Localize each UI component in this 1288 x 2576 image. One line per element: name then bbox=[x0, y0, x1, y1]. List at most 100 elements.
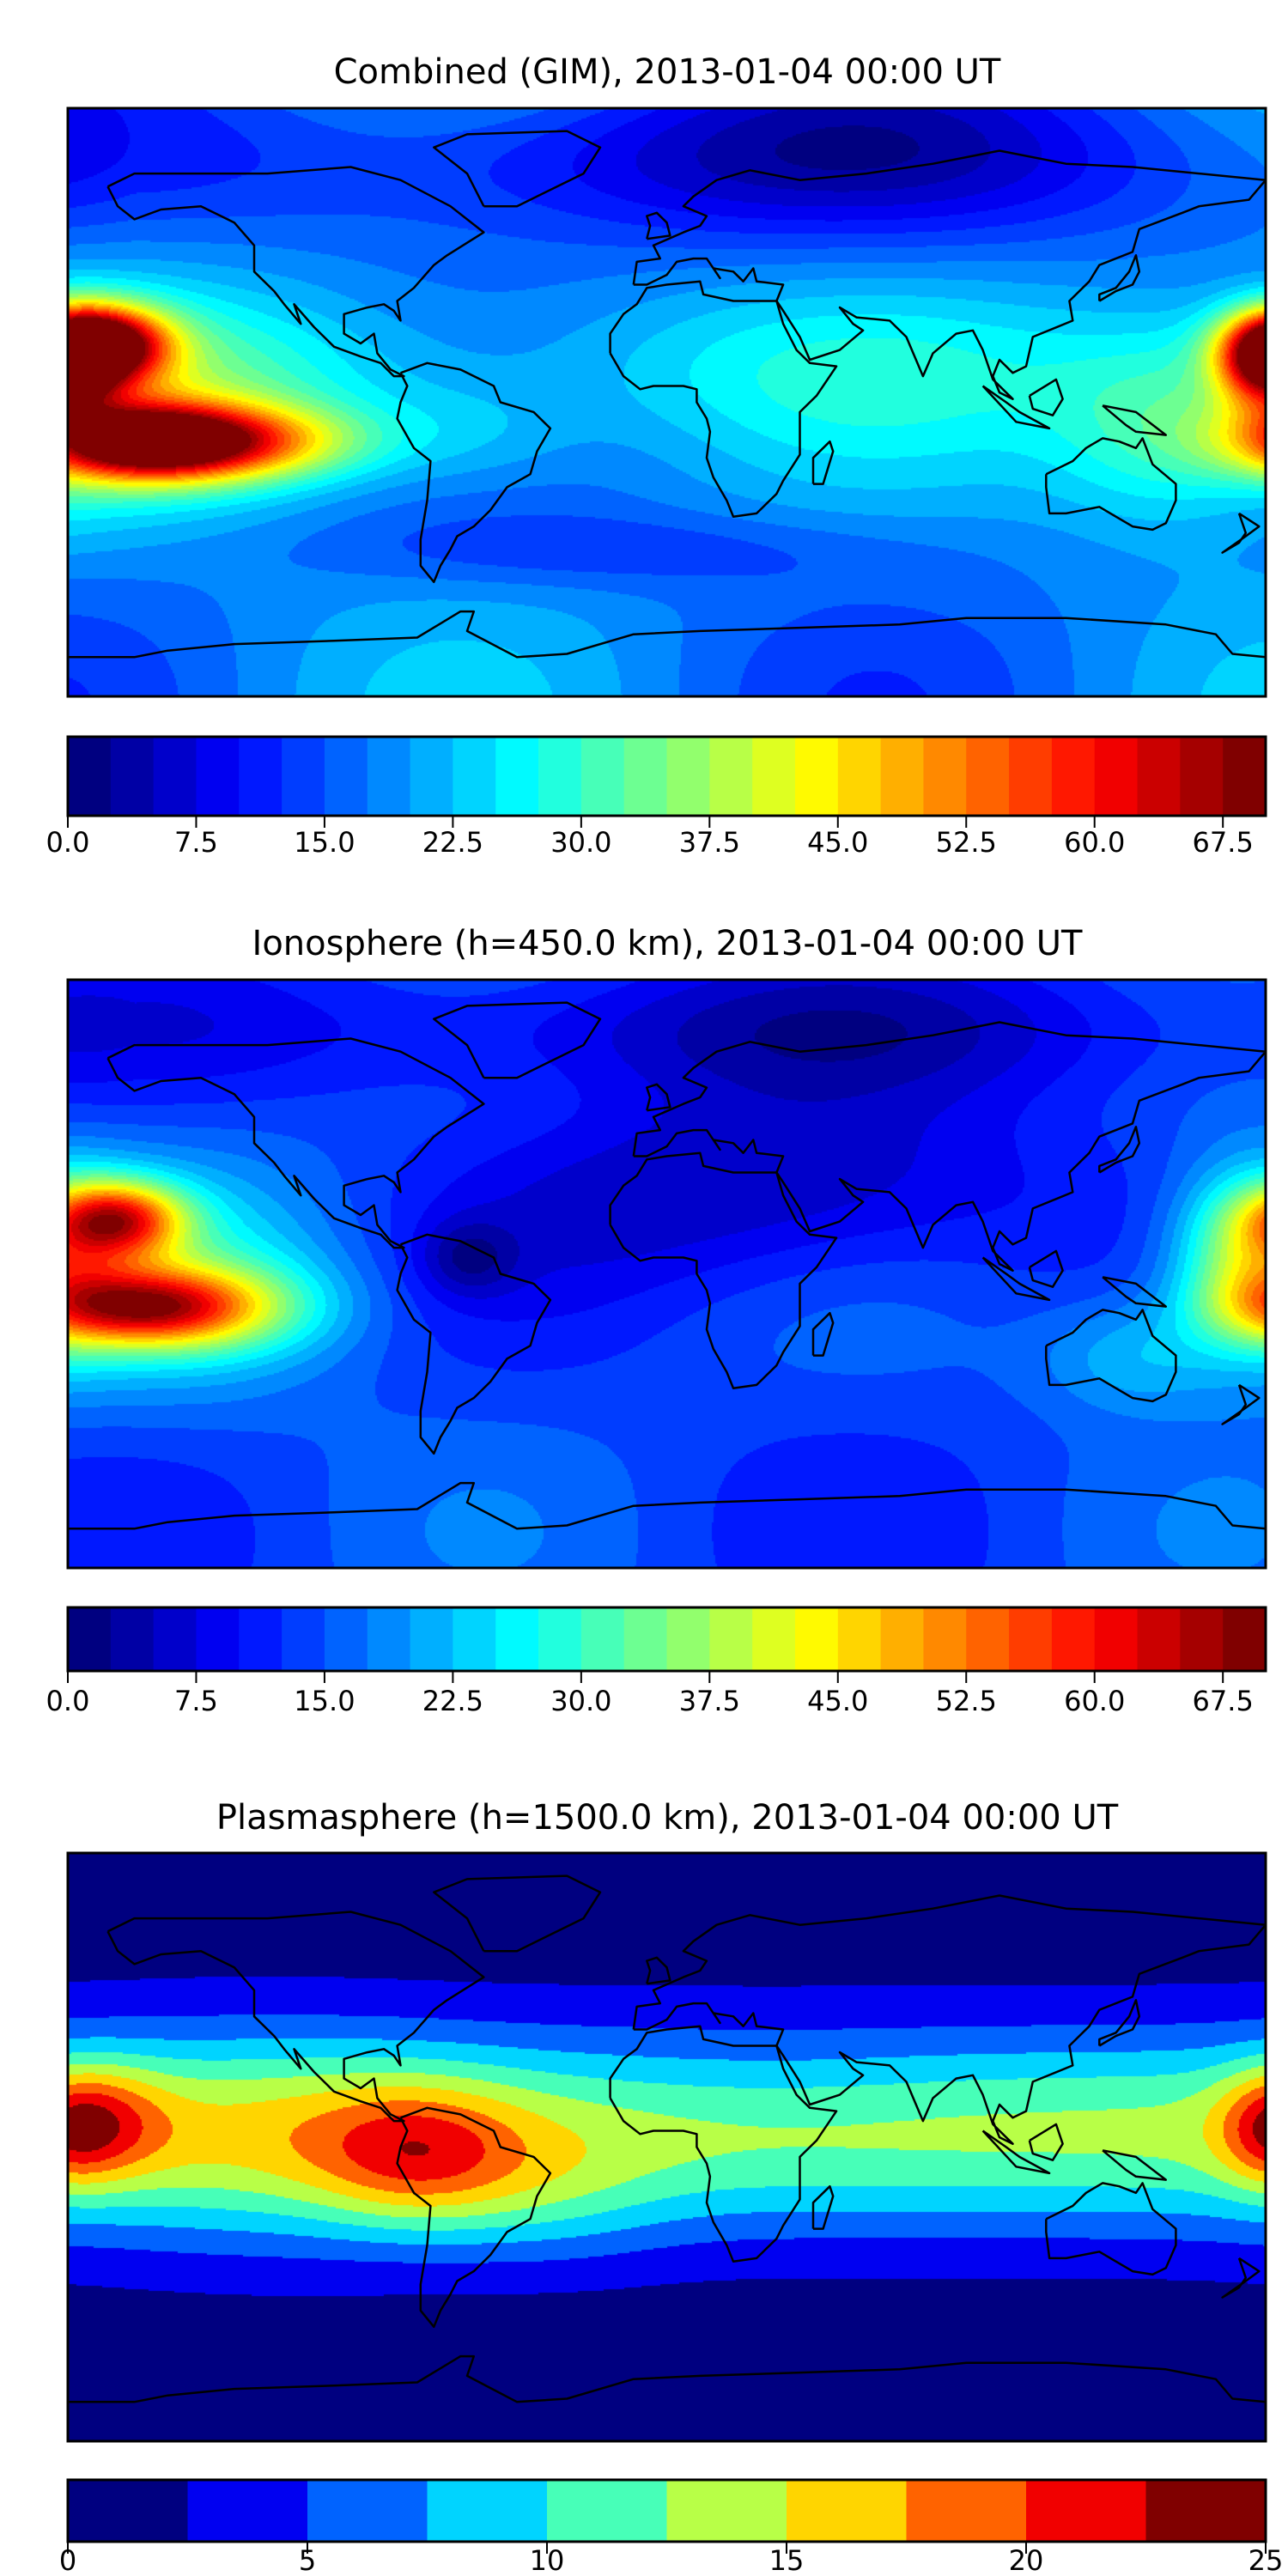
colorbar-level bbox=[324, 1607, 368, 1671]
coastline bbox=[981, 2129, 1051, 2175]
coastline bbox=[1028, 2123, 1064, 2161]
coastline bbox=[1028, 378, 1064, 416]
colorbar-level bbox=[880, 1607, 925, 1671]
coastline bbox=[981, 385, 1051, 430]
coastline bbox=[1102, 2149, 1168, 2181]
coastline bbox=[1045, 437, 1177, 532]
colorbar-level bbox=[453, 737, 496, 816]
colorbar-level bbox=[68, 2480, 189, 2542]
colorbar-level bbox=[495, 1607, 539, 1671]
colorbar-tick-label: 15.0 bbox=[294, 826, 355, 859]
coastline bbox=[632, 1021, 1267, 1272]
colorbar-level bbox=[794, 1607, 839, 1671]
coastline bbox=[811, 440, 835, 485]
panel-title-combined: Combined (GIM), 2013-01-04 00:00 UT bbox=[334, 52, 1001, 92]
colorbar-level bbox=[1009, 737, 1053, 816]
colorbar-level bbox=[837, 737, 882, 816]
coastline bbox=[68, 2354, 1267, 2403]
coastline bbox=[1221, 2257, 1261, 2299]
colorbar-frame bbox=[66, 1606, 1267, 1673]
colorbar-tick-label: 7.5 bbox=[174, 1685, 218, 1717]
colorbar-level bbox=[709, 1607, 753, 1671]
colorbar-tick-label: 0 bbox=[59, 2544, 76, 2576]
colorbar-tick-label: 45.0 bbox=[807, 1685, 868, 1717]
colorbar-tick-label: 20 bbox=[1009, 2544, 1044, 2576]
colorbar: 0.0 7.5 15.0 22.5 30.0 37.5 45.0 52.5 60.0 67.5 bbox=[46, 1606, 1267, 1717]
coastlines bbox=[68, 130, 1267, 659]
colorbar-level bbox=[239, 1607, 283, 1671]
colorbar: 0 5 10 15 20 25 bbox=[59, 2478, 1284, 2576]
coastline bbox=[1102, 1276, 1168, 1308]
colorbar-level bbox=[427, 2480, 548, 2542]
coastline bbox=[1221, 1383, 1261, 1425]
colorbar-level bbox=[666, 1607, 710, 1671]
colorbar-level bbox=[1094, 737, 1139, 816]
colorbar-level bbox=[282, 1607, 325, 1671]
coastline bbox=[811, 2184, 835, 2230]
colorbar-tick-label: 15 bbox=[769, 2544, 805, 2576]
colorbar-level bbox=[1137, 1607, 1181, 1671]
colorbar-level bbox=[1223, 1607, 1267, 1671]
colorbar-tick-label: 52.5 bbox=[936, 826, 997, 859]
coastline bbox=[646, 1083, 671, 1112]
panel-title-plasmasphere: Plasmasphere (h=1500.0 km), 2013-01-04 0… bbox=[216, 1798, 1119, 1838]
colorbar-tick-label: 30.0 bbox=[550, 1685, 611, 1717]
colorbar-level bbox=[367, 1607, 411, 1671]
colorbar-level bbox=[110, 1607, 155, 1671]
colorbar-level bbox=[1180, 737, 1224, 816]
coastline bbox=[396, 2106, 552, 2329]
coastline bbox=[106, 166, 485, 378]
colorbar-level bbox=[324, 737, 368, 816]
colorbar-tick-label: 0.0 bbox=[46, 826, 90, 859]
colorbar-tick-label: 0.0 bbox=[46, 1685, 90, 1717]
colorbar-level bbox=[709, 737, 753, 816]
colorbar-level bbox=[453, 1607, 496, 1671]
map-frame bbox=[66, 1851, 1267, 2443]
coastline bbox=[1221, 512, 1261, 554]
colorbar-tick-label: 45.0 bbox=[807, 826, 868, 859]
colorbar-tick-label: 60.0 bbox=[1064, 1685, 1125, 1717]
coastline bbox=[68, 1481, 1267, 1530]
colorbar-level bbox=[1051, 737, 1096, 816]
colorbar-level bbox=[547, 2480, 668, 2542]
colorbar-tick-label: 37.5 bbox=[679, 826, 740, 859]
colorbar-level bbox=[153, 1607, 197, 1671]
colorbar-level bbox=[538, 737, 582, 816]
map-frame bbox=[66, 978, 1267, 1570]
colorbar-tick-label: 25 bbox=[1249, 2544, 1284, 2576]
colorbar-level bbox=[1137, 737, 1181, 816]
plasmasphere-map bbox=[68, 1853, 1266, 2441]
coastlines bbox=[68, 1874, 1267, 2403]
colorbar-level bbox=[906, 2480, 1027, 2542]
coastline bbox=[433, 130, 602, 208]
colorbar-level bbox=[880, 737, 925, 816]
ionosphere-map bbox=[68, 980, 1266, 1568]
colorbar-level bbox=[752, 737, 796, 816]
colorbar-level bbox=[187, 2480, 308, 2542]
colorbar-tick-label: 22.5 bbox=[422, 1685, 483, 1717]
colorbar-level bbox=[1051, 1607, 1096, 1671]
colorbar-level bbox=[495, 737, 539, 816]
colorbar-tick-label: 60.0 bbox=[1064, 826, 1125, 859]
coastline bbox=[609, 1151, 838, 1389]
colorbar-level bbox=[666, 737, 710, 816]
colorbar-level bbox=[1026, 2480, 1147, 2542]
colorbar-level bbox=[538, 1607, 582, 1671]
colorbar-level bbox=[153, 737, 197, 816]
colorbar-tick-label: 5 bbox=[299, 2544, 316, 2576]
map-frame bbox=[66, 106, 1267, 698]
colorbar-level bbox=[580, 1607, 625, 1671]
coastline bbox=[1028, 1249, 1064, 1288]
coastline bbox=[646, 1956, 671, 1985]
colorbar-level bbox=[787, 2480, 908, 2542]
colorbar-level bbox=[1094, 1607, 1139, 1671]
colorbar-level bbox=[68, 1607, 112, 1671]
colorbar-level bbox=[623, 1607, 668, 1671]
coastline bbox=[68, 610, 1267, 659]
colorbar-tick-label: 10 bbox=[530, 2544, 565, 2576]
colorbar-tick-label: 67.5 bbox=[1193, 1685, 1254, 1717]
colorbar-level bbox=[282, 737, 325, 816]
colorbar-tick-label: 15.0 bbox=[294, 1685, 355, 1717]
